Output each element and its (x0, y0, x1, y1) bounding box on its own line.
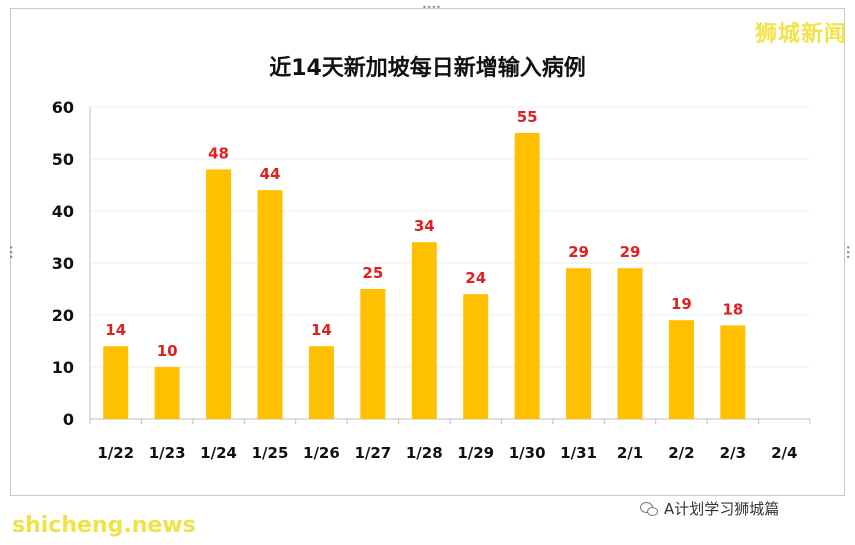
source-credit-label: A计划学习狮城篇 (664, 500, 780, 518)
bar (308, 346, 334, 419)
bar (668, 320, 694, 419)
bar-value-label: 14 (311, 321, 332, 339)
y-tick-label: 60 (52, 98, 74, 117)
bar (411, 242, 437, 419)
x-tick-label: 1/31 (560, 444, 597, 462)
chart-title: 近14天新加坡每日新增输入病例 (269, 56, 586, 81)
bar (154, 367, 180, 419)
x-tick-label: 2/2 (668, 444, 694, 462)
y-tick-label: 10 (52, 358, 74, 377)
y-tick-label: 40 (52, 202, 74, 221)
x-tick-label: 2/3 (720, 444, 746, 462)
source-credit: A计划学习狮城篇 (640, 498, 780, 519)
brand-watermark: 狮城新闻 (754, 22, 847, 47)
x-tick-label: 1/27 (354, 444, 391, 462)
y-tick-label: 20 (52, 306, 74, 325)
bar-value-label: 18 (722, 300, 743, 318)
x-tick-label: 2/4 (771, 444, 797, 462)
bar-value-label: 44 (260, 165, 281, 183)
y-tick-label: 50 (52, 150, 74, 169)
bar-value-label: 29 (620, 243, 641, 261)
top-resize-handle[interactable]: •••• (422, 3, 441, 12)
x-tick-label: 1/23 (149, 444, 186, 462)
x-tick-label: 1/25 (252, 444, 289, 462)
bar-value-label: 55 (517, 108, 538, 126)
bar (103, 346, 129, 419)
left-resize-handle[interactable]: ••• (6, 245, 15, 260)
bar (463, 294, 489, 419)
bar (566, 268, 592, 419)
bar-value-label: 19 (671, 295, 692, 313)
bar-value-label: 10 (157, 342, 178, 360)
x-tick-label: 1/26 (303, 444, 340, 462)
bar (617, 268, 643, 419)
bar-value-label: 25 (362, 264, 383, 282)
right-resize-handle[interactable]: ••• (843, 245, 852, 260)
bar-chart: 0 10 20 30 40 50 60 14 1/22 10 1/23 48 1/24 44 1/25 14 1… (52, 98, 811, 462)
x-tick-label: 2/1 (617, 444, 643, 462)
bar (360, 289, 386, 419)
bar (257, 190, 283, 419)
bar-value-label: 34 (414, 217, 435, 235)
y-tick-label: 0 (63, 410, 74, 429)
x-tick-label: 1/22 (97, 444, 134, 462)
x-tick-label: 1/29 (457, 444, 494, 462)
x-tick-label: 1/30 (509, 444, 546, 462)
bar (720, 325, 746, 419)
bar (206, 169, 232, 419)
wechat-icon (640, 501, 658, 516)
y-tick-label: 30 (52, 254, 74, 273)
bar (514, 133, 540, 419)
bar-value-label: 48 (208, 144, 229, 162)
x-tick-label: 1/24 (200, 444, 237, 462)
x-tick-label: 1/28 (406, 444, 443, 462)
bar-value-label: 14 (105, 321, 126, 339)
site-watermark: shicheng.news (12, 513, 196, 538)
bar-value-label: 29 (568, 243, 589, 261)
bar-value-label: 24 (465, 269, 486, 287)
